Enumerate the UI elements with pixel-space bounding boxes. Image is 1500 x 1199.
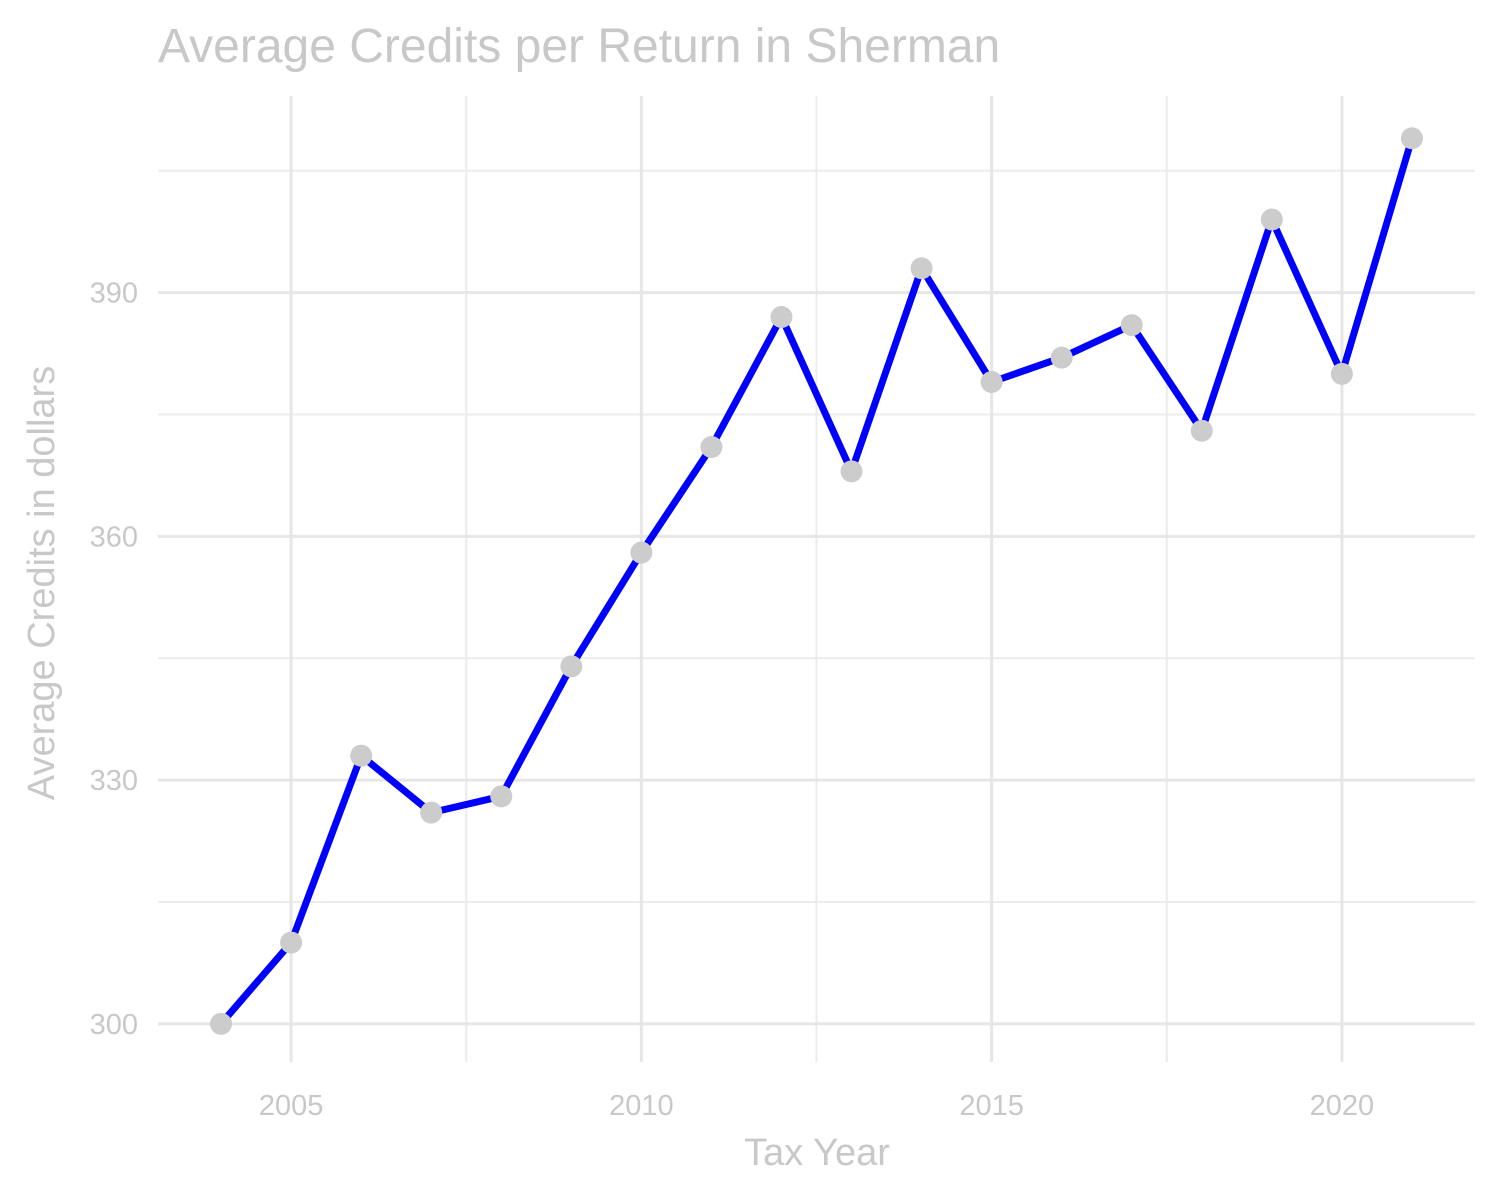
x-axis-tick-labels: 2005 2010 2015 2020: [259, 1090, 1374, 1122]
data-point: [1190, 419, 1213, 442]
data-point: [1050, 346, 1073, 369]
gridlines: [158, 96, 1475, 1062]
data-point: [350, 744, 373, 767]
x-tick-label: 2015: [959, 1090, 1024, 1122]
data-point: [840, 460, 863, 483]
data-point: [210, 1012, 233, 1035]
points-layer: [210, 127, 1423, 1035]
data-point: [280, 931, 303, 954]
data-point: [980, 370, 1003, 393]
y-tick-label: 360: [90, 521, 138, 553]
y-axis-title: Average Credits in dollars: [21, 366, 63, 800]
data-point: [1120, 314, 1143, 337]
data-point: [630, 541, 653, 564]
series-layer: [217, 134, 1416, 1028]
chart-title: Average Credits per Return in Sherman: [158, 20, 1000, 73]
x-axis-title: Tax Year: [744, 1132, 890, 1174]
x-tick-label: 2010: [609, 1090, 674, 1122]
x-tick-label: 2020: [1310, 1090, 1375, 1122]
y-tick-label: 300: [90, 1009, 138, 1041]
data-point: [770, 305, 793, 328]
series-line: [217, 134, 1416, 1028]
y-axis-tick-labels: 300 330 360 390: [90, 278, 138, 1041]
data-point: [1330, 362, 1353, 385]
data-point: [910, 257, 933, 280]
data-point: [420, 801, 443, 824]
data-point: [1400, 127, 1423, 150]
y-tick-label: 390: [90, 278, 138, 310]
data-point: [700, 435, 723, 458]
data-point: [560, 655, 583, 678]
data-point: [1260, 208, 1283, 231]
x-tick-label: 2005: [259, 1090, 324, 1122]
y-tick-label: 330: [90, 765, 138, 797]
data-point: [490, 785, 513, 808]
